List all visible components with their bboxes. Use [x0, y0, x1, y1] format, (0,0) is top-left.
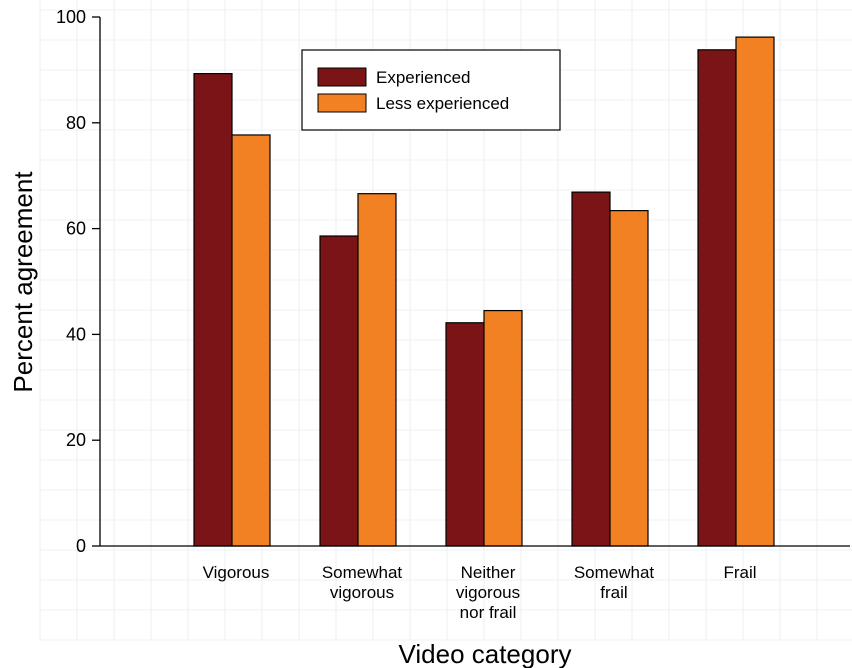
- y-axis-title: Percent agreement: [8, 171, 38, 393]
- y-tick-label: 60: [66, 219, 86, 239]
- x-tick-labels-group: Vigorous Somewhat vigorous Neither vigorous n…: [203, 563, 757, 622]
- y-tick-label: 40: [66, 324, 86, 344]
- bar-less-experienced: [609, 210, 649, 547]
- y-tick-label: 0: [76, 536, 86, 556]
- legend: Experienced Less experienced: [301, 49, 561, 131]
- legend-box: [301, 49, 561, 131]
- x-tick-label: Somewhat vigorous: [322, 563, 403, 602]
- legend-label: Less experienced: [376, 94, 509, 113]
- bar-less-experienced: [231, 134, 271, 547]
- y-ticks-group: 0 20 40 60 80 100: [56, 7, 100, 556]
- y-tick-label: 20: [66, 430, 86, 450]
- bar-less-experienced: [735, 36, 775, 547]
- bar-less-experienced: [483, 309, 523, 547]
- x-tick-label: Frail: [723, 563, 756, 582]
- x-axis-title: Video category: [399, 639, 572, 668]
- legend-swatch: [317, 93, 367, 113]
- legend-swatch: [317, 67, 367, 87]
- bar-less-experienced: [357, 193, 397, 547]
- bar-experienced: [571, 191, 611, 547]
- y-tick-label: 80: [66, 113, 86, 133]
- x-tick-label: Neither vigorous nor frail: [456, 563, 520, 622]
- x-tick-label: Somewhat frail: [574, 563, 655, 602]
- legend-label: Experienced: [376, 68, 471, 87]
- bar-experienced: [697, 49, 737, 547]
- bar-experienced: [319, 235, 359, 547]
- bar-experienced: [193, 73, 233, 547]
- x-tick-label: Vigorous: [203, 563, 270, 582]
- y-tick-label: 100: [56, 7, 86, 27]
- bars-group: [193, 36, 775, 547]
- bar-experienced: [445, 322, 485, 547]
